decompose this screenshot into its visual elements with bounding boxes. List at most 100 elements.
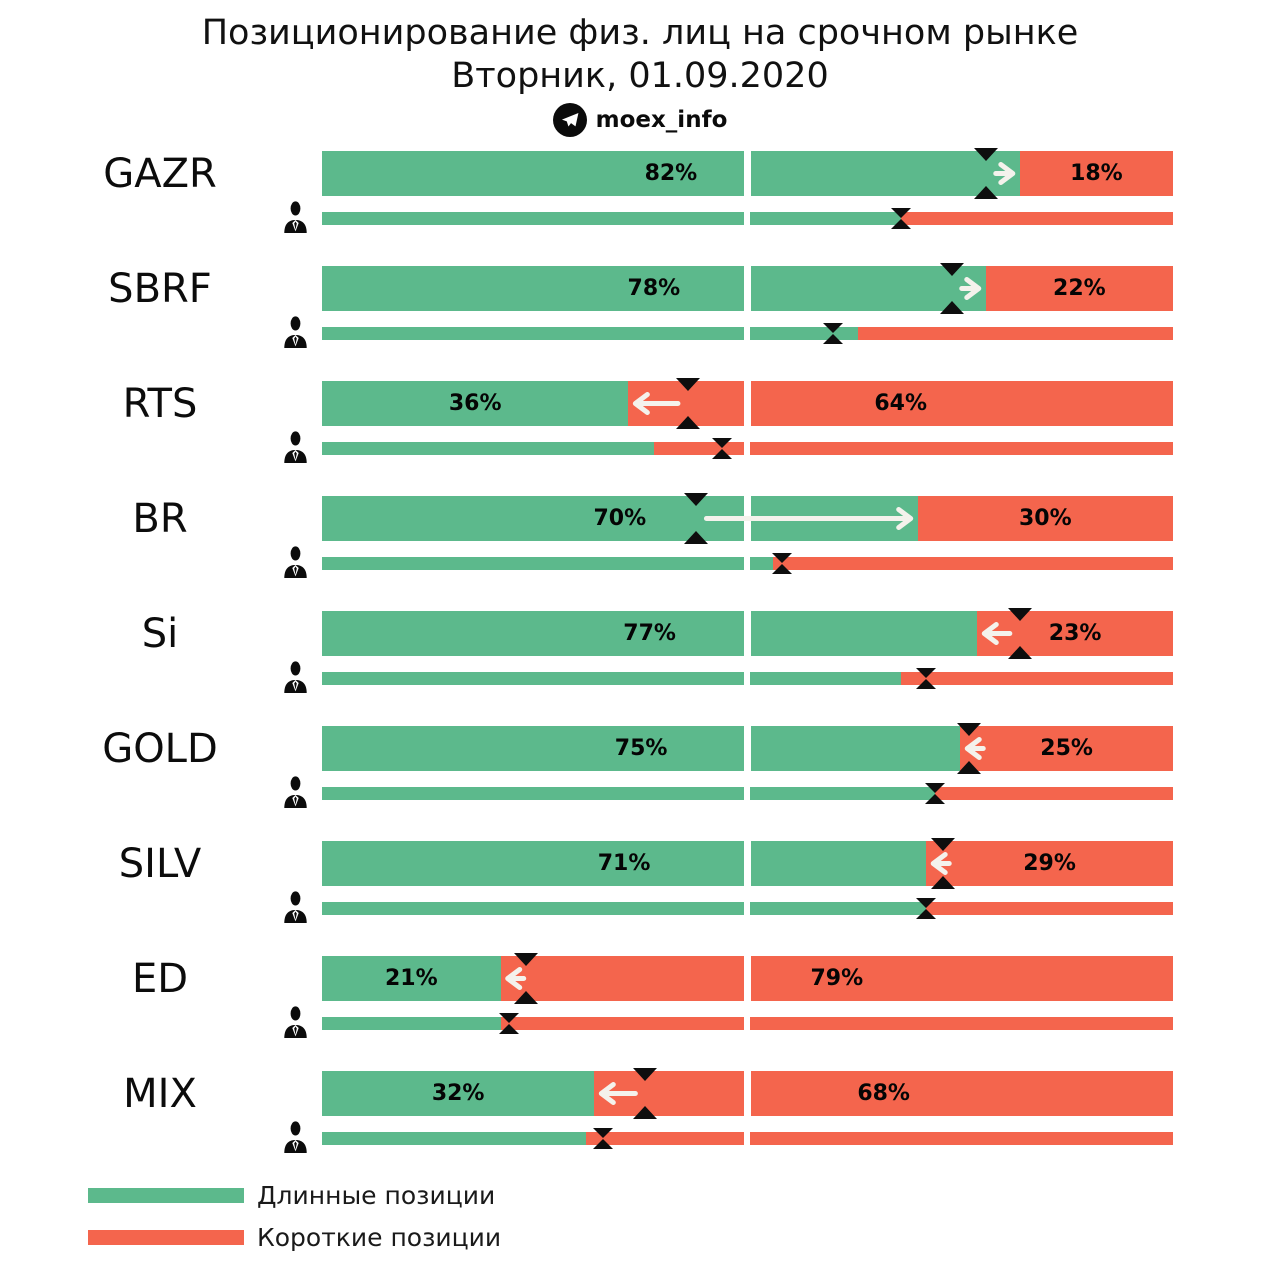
people-long-segment bbox=[322, 902, 927, 915]
instrument-row-BR: BR 70% 30% bbox=[0, 493, 1280, 611]
prev-marker-bottom-icon bbox=[633, 1106, 658, 1119]
prev-marker-top-icon bbox=[939, 263, 964, 276]
people-long-segment bbox=[322, 1132, 586, 1145]
long-segment bbox=[322, 1071, 595, 1116]
people-prev-marker-top-icon bbox=[771, 553, 792, 563]
people-prev-marker-top-icon bbox=[916, 898, 937, 908]
prev-marker-bottom-icon bbox=[931, 876, 956, 889]
people-bar bbox=[322, 323, 1173, 344]
instrument-row-SBRF: SBRF 78% 22% bbox=[0, 263, 1280, 381]
arrow-left-icon bbox=[964, 737, 986, 760]
people-bar bbox=[322, 898, 1173, 919]
people-prev-marker-bottom-icon bbox=[499, 1024, 520, 1034]
long-segment bbox=[322, 841, 927, 886]
short-pct-label: 29% bbox=[1023, 851, 1076, 876]
arrow-left-icon bbox=[930, 852, 952, 875]
ticker-label: BR bbox=[132, 496, 188, 542]
people-bar bbox=[322, 1128, 1173, 1149]
long-segment bbox=[322, 151, 1020, 196]
positions-bar: 21% 79% bbox=[322, 953, 1173, 1004]
prev-marker-bottom-icon bbox=[973, 186, 998, 199]
people-prev-marker-bottom-icon bbox=[771, 564, 792, 574]
people-long-segment bbox=[322, 557, 774, 570]
ticker-label: GOLD bbox=[102, 726, 218, 772]
long-pct-label: 77% bbox=[623, 621, 676, 646]
arrow-left-icon bbox=[505, 967, 527, 990]
short-segment bbox=[628, 381, 1173, 426]
arrow-left-icon bbox=[632, 392, 681, 415]
long-pct-label: 70% bbox=[593, 506, 647, 531]
short-segment bbox=[1019, 151, 1173, 196]
people-bar bbox=[322, 668, 1173, 689]
center-divider bbox=[744, 902, 750, 915]
center-divider bbox=[744, 327, 750, 340]
people-short-segment bbox=[500, 1017, 1173, 1030]
prev-marker-top-icon bbox=[973, 148, 998, 161]
prev-marker-bottom-icon bbox=[684, 531, 709, 544]
positions-bar: 70% 30% bbox=[322, 493, 1173, 544]
instrument-row-ED: ED 21% 79% bbox=[0, 953, 1280, 1071]
instrument-row-RTS: RTS 36% 64% bbox=[0, 378, 1280, 496]
arrow-right-icon bbox=[703, 507, 914, 530]
people-short-segment bbox=[653, 442, 1173, 455]
people-short-segment bbox=[900, 672, 1173, 685]
people-prev-marker-top-icon bbox=[822, 323, 843, 333]
people-prev-marker-top-icon bbox=[890, 208, 911, 218]
instrument-row-GAZR: GAZR 82% 18% bbox=[0, 148, 1280, 266]
person-icon bbox=[284, 1006, 307, 1038]
ticker-label: RTS bbox=[122, 381, 198, 427]
center-divider bbox=[744, 672, 750, 685]
person-icon bbox=[284, 1121, 307, 1153]
short-pct-label: 64% bbox=[874, 391, 927, 416]
person-icon bbox=[284, 201, 307, 233]
long-segment bbox=[322, 381, 629, 426]
ticker-label: MIX bbox=[123, 1071, 197, 1117]
people-short-segment bbox=[934, 787, 1173, 800]
center-divider bbox=[744, 611, 751, 656]
people-long-segment bbox=[322, 212, 901, 225]
prev-marker-top-icon bbox=[956, 723, 981, 736]
legend-row-long: Длинные позиции bbox=[88, 1183, 501, 1208]
prev-marker-top-icon bbox=[931, 838, 956, 851]
prev-marker-top-icon bbox=[675, 378, 700, 391]
short-pct-label: 25% bbox=[1040, 736, 1093, 761]
center-divider bbox=[744, 557, 750, 570]
arrow-right-icon bbox=[993, 162, 1016, 185]
short-pct-label: 23% bbox=[1048, 621, 1102, 646]
people-prev-marker-bottom-icon bbox=[890, 219, 911, 229]
center-divider bbox=[744, 787, 750, 800]
telegram-icon bbox=[552, 103, 587, 137]
long-segment bbox=[322, 956, 501, 1001]
positions-bar: 77% 23% bbox=[322, 608, 1173, 659]
person-icon bbox=[284, 316, 307, 348]
people-prev-marker-bottom-icon bbox=[924, 794, 945, 804]
people-bar bbox=[322, 553, 1173, 574]
short-pct-label: 30% bbox=[1019, 506, 1072, 531]
people-prev-marker-bottom-icon bbox=[822, 334, 843, 344]
telegram-channel-label: moex_info bbox=[595, 107, 728, 133]
people-long-segment bbox=[322, 442, 654, 455]
people-long-segment bbox=[322, 327, 859, 340]
people-long-segment bbox=[322, 1017, 501, 1030]
center-divider bbox=[744, 266, 751, 311]
arrow-left-icon bbox=[598, 1082, 638, 1105]
long-pct-label: 75% bbox=[614, 736, 668, 761]
short-segment bbox=[917, 496, 1173, 541]
positions-bar: 82% 18% bbox=[322, 148, 1173, 199]
chart-title-line2: Вторник, 01.09.2020 bbox=[451, 56, 829, 96]
people-prev-marker-bottom-icon bbox=[916, 679, 937, 689]
people-bar bbox=[322, 208, 1173, 229]
arrow-left-icon bbox=[981, 622, 1013, 645]
prev-marker-top-icon bbox=[684, 493, 709, 506]
center-divider bbox=[744, 956, 751, 1001]
center-divider bbox=[744, 1017, 750, 1030]
long-pct-label: 21% bbox=[385, 966, 438, 991]
center-divider bbox=[744, 1132, 750, 1145]
people-prev-marker-top-icon bbox=[924, 783, 945, 793]
people-short-segment bbox=[900, 212, 1173, 225]
legend-row-short: Короткие позиции bbox=[88, 1225, 501, 1250]
positions-bar: 78% 22% bbox=[322, 263, 1173, 314]
telegram-badge: moex_info bbox=[0, 103, 1280, 137]
prev-marker-bottom-icon bbox=[514, 991, 539, 1004]
